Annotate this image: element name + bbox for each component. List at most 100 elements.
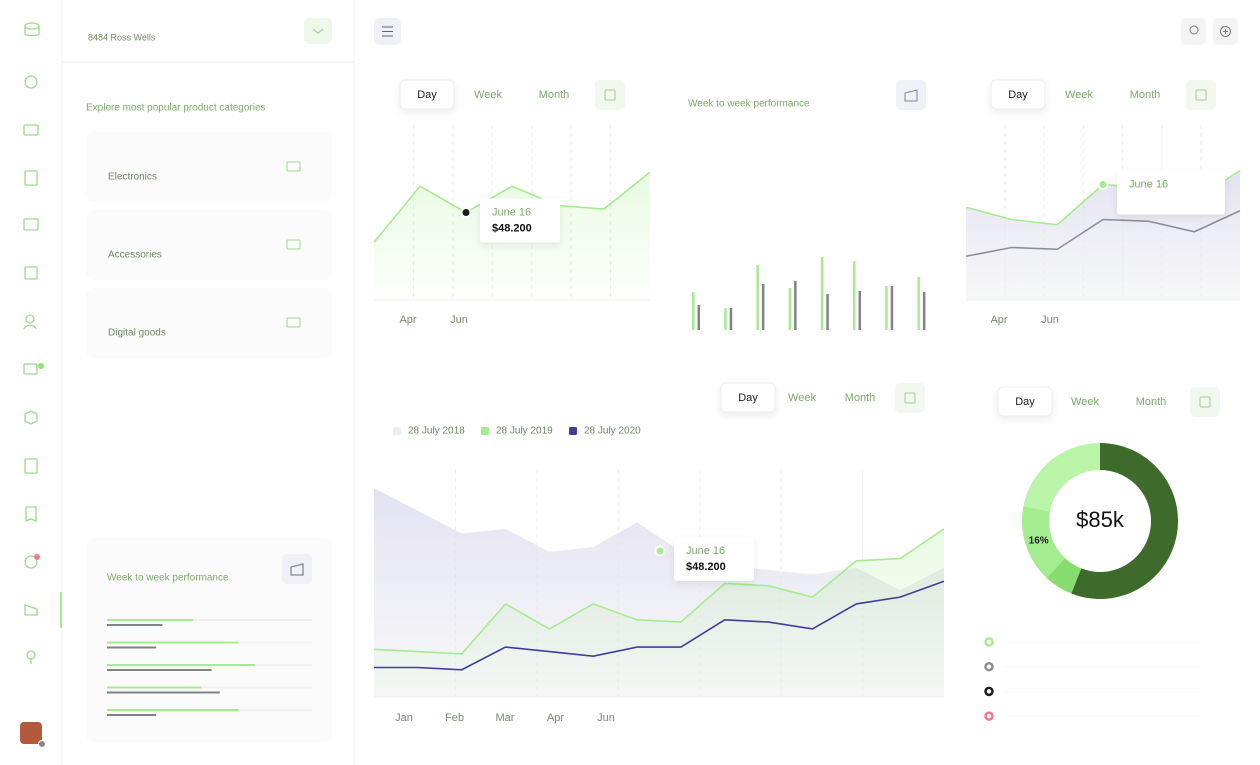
- tab-label[interactable]: Day: [1015, 396, 1035, 408]
- bar: [890, 286, 894, 330]
- x-label: Jun: [1041, 314, 1059, 326]
- bar: [885, 286, 888, 330]
- donut-segment: [1022, 506, 1066, 578]
- progress-bar: [107, 714, 157, 716]
- bar: [858, 291, 861, 330]
- progress-bar: [107, 624, 163, 626]
- bar: [729, 308, 733, 330]
- calendar-icon: [1195, 89, 1207, 101]
- bar: [788, 288, 792, 330]
- category-label: Electronics: [108, 172, 157, 183]
- icon-sidebar: [20, 0, 63, 765]
- tooltip-dot: [654, 545, 666, 557]
- tab-active[interactable]: [720, 382, 776, 413]
- bar: [761, 284, 765, 330]
- tab-active[interactable]: [990, 79, 1046, 110]
- tooltip-date: June 16: [686, 545, 725, 557]
- tab-label[interactable]: Month: [539, 89, 570, 101]
- bar: [692, 292, 695, 330]
- tooltip-value: $48.200: [492, 222, 532, 234]
- progress-bar: [107, 619, 194, 621]
- tab-active[interactable]: [399, 79, 455, 110]
- legend-label: 28 July 2018: [408, 426, 465, 437]
- chart-button[interactable]: [896, 80, 926, 110]
- tab-label[interactable]: Week: [474, 89, 502, 101]
- tab-label[interactable]: Day: [738, 392, 758, 404]
- tooltip-date: June 16: [1129, 178, 1168, 190]
- progress-bar: [107, 709, 239, 711]
- search-button[interactable]: [1181, 18, 1206, 45]
- x-label: Jun: [597, 712, 615, 724]
- tab-label[interactable]: Week: [1065, 89, 1093, 101]
- tab-label[interactable]: Day: [1008, 89, 1028, 101]
- donut-center: $85k: [1076, 507, 1125, 532]
- tab-active[interactable]: [997, 386, 1053, 417]
- line: [373, 528, 945, 655]
- progress-bar: [107, 664, 255, 666]
- bar: [724, 308, 727, 330]
- x-label: Apr: [547, 712, 564, 724]
- bar: [917, 277, 920, 330]
- calendar-button[interactable]: [1190, 387, 1220, 417]
- progress-bar: [107, 646, 157, 649]
- calendar-button[interactable]: [595, 80, 625, 110]
- calendar-icon: [904, 392, 916, 404]
- category-icon: [286, 161, 301, 172]
- progress-track: [107, 619, 312, 621]
- progress-bar: [107, 686, 202, 689]
- donut-label: 16%: [1029, 536, 1049, 547]
- x-label: Apr: [990, 314, 1007, 326]
- tooltip-value: $48.200: [686, 561, 726, 573]
- category-label: Accessories: [108, 250, 162, 261]
- user-name: 8484 Ross Wells: [88, 32, 156, 42]
- category-card[interactable]: [86, 288, 332, 358]
- calendar-icon: [604, 89, 616, 101]
- calendar-button[interactable]: [1186, 80, 1216, 110]
- line: [373, 171, 651, 243]
- tooltip-date: June 16: [492, 206, 531, 218]
- progress-track: [107, 686, 312, 689]
- bar: [826, 294, 829, 330]
- legend-label: 28 July 2019: [496, 426, 553, 437]
- donut-segment: [1023, 443, 1100, 512]
- legend-dot: [984, 637, 994, 647]
- legend-swatch: [481, 427, 489, 435]
- bar: [794, 281, 797, 330]
- line: [965, 210, 1241, 258]
- tab-label[interactable]: Month: [845, 392, 876, 404]
- performance-title: Week to week performance: [107, 573, 229, 584]
- x-label: Feb: [445, 712, 464, 724]
- tab-label[interactable]: Week: [1071, 396, 1099, 408]
- tab-label[interactable]: Day: [417, 89, 437, 101]
- chart-title: Week to week performance: [688, 99, 810, 110]
- line: [374, 580, 945, 671]
- calendar-button[interactable]: [895, 383, 925, 413]
- category-icon: [286, 317, 301, 328]
- progress-bar: [107, 669, 212, 671]
- performance-button[interactable]: [282, 554, 312, 584]
- area: [374, 529, 944, 697]
- category-card[interactable]: [86, 132, 332, 202]
- x-label: Apr: [399, 314, 416, 326]
- tab-label[interactable]: Month: [1130, 89, 1161, 101]
- bar: [922, 292, 926, 330]
- tab-label[interactable]: Month: [1136, 396, 1167, 408]
- bar: [820, 257, 824, 330]
- performance-card: [86, 538, 332, 742]
- legend-dot: [984, 711, 994, 721]
- tab-label[interactable]: Week: [788, 392, 816, 404]
- tooltip: [480, 198, 560, 243]
- x-label: Jun: [450, 314, 468, 326]
- category-label: Digital goods: [108, 328, 166, 339]
- category-panel: 8484 Ross Wells Explore most popular pro…: [62, 0, 355, 765]
- donut-segment: [1046, 558, 1082, 594]
- bar: [697, 305, 700, 330]
- legend-dot: [984, 686, 994, 697]
- legend-label: 28 July 2020: [584, 426, 641, 437]
- progress-bar: [107, 641, 239, 644]
- user-dropdown[interactable]: [304, 18, 332, 44]
- category-icon: [286, 239, 301, 250]
- bar: [853, 261, 856, 330]
- category-card[interactable]: [86, 210, 332, 280]
- legend-swatch: [569, 427, 577, 435]
